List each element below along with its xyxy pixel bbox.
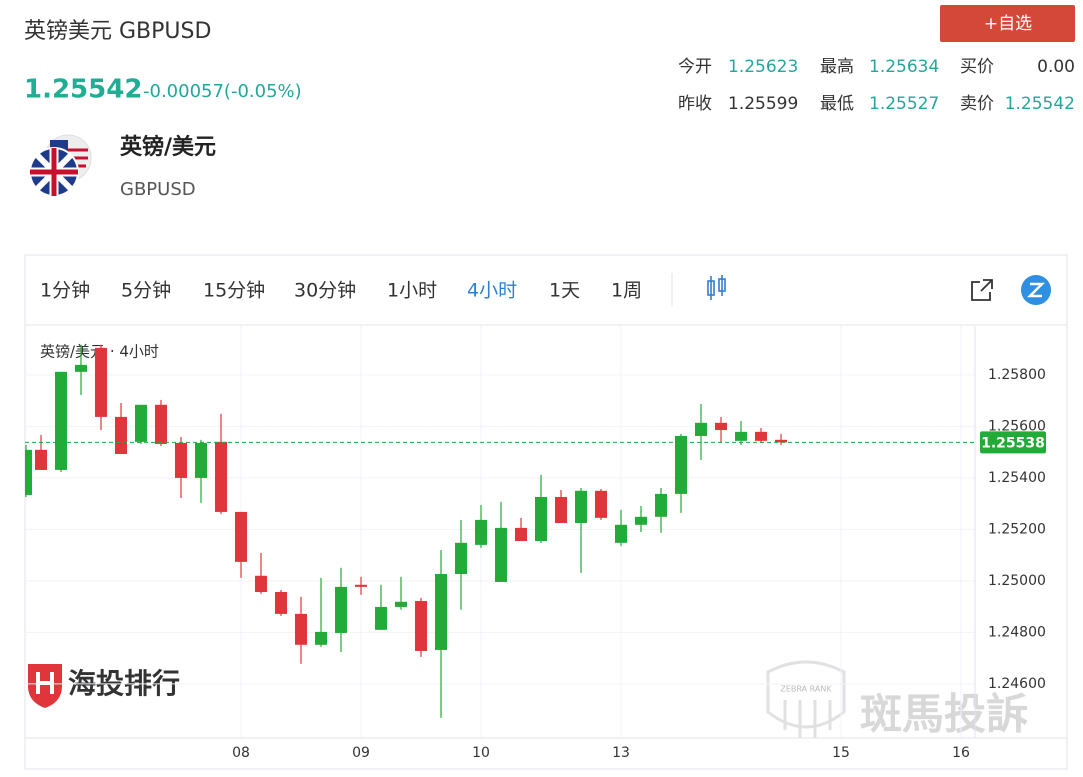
candle-body [555, 496, 567, 523]
interval-tab[interactable]: 15分钟 [203, 280, 265, 302]
interval-tab[interactable]: 1天 [549, 280, 580, 302]
quote-label: 卖价 [960, 94, 994, 114]
candle-body [715, 422, 727, 431]
interval-tab[interactable]: 1小时 [387, 280, 437, 302]
candle-body [25, 449, 32, 495]
candle-body [135, 404, 147, 442]
share-icon[interactable] [971, 279, 993, 301]
quote-value: 1.25542 [1005, 94, 1075, 114]
y-tick-label: 1.25000 [988, 573, 1046, 589]
x-tick-label: 10 [472, 745, 490, 761]
candle-body [655, 493, 667, 517]
candle-body [635, 516, 647, 525]
candle-body [455, 542, 467, 574]
interval-tab[interactable]: 1分钟 [40, 280, 90, 302]
candle-body [375, 606, 387, 630]
candle-body [355, 584, 367, 587]
candle-body [95, 347, 107, 417]
candle-body [695, 422, 707, 436]
candle-body [395, 601, 407, 607]
candle-body [735, 431, 747, 441]
x-tick-label: 16 [952, 745, 970, 761]
candle-body [615, 524, 627, 543]
title: 英镑美元 GBPUSD [24, 19, 211, 44]
candle-body [275, 591, 287, 614]
y-tick-label: 1.25800 [988, 367, 1046, 383]
candle-body [495, 527, 507, 582]
quote-label: 最高 [820, 57, 854, 77]
candle-body [335, 586, 347, 633]
candle-body [55, 371, 67, 470]
x-tick-label: 09 [352, 745, 370, 761]
candle-body [195, 442, 207, 478]
candle-body [415, 601, 427, 651]
last-price-box [980, 431, 1046, 454]
brand-icon-mark [1026, 282, 1046, 298]
candle-body [35, 449, 47, 470]
zebra-badge [766, 660, 846, 738]
add-button-label[interactable]: +自选 [984, 14, 1032, 34]
candle-body [235, 511, 247, 562]
candle-body [775, 439, 787, 443]
quote-label: 今开 [678, 57, 712, 77]
plot [25, 326, 975, 738]
add-button[interactable] [940, 5, 1075, 42]
candle-body [115, 416, 127, 454]
watermark-right: 斑馬投訴 [860, 690, 1028, 739]
quote-label: 最低 [820, 94, 854, 114]
shield-logo [28, 664, 62, 708]
candle-body [155, 404, 167, 444]
candle-body [315, 631, 327, 645]
interval-tab[interactable]: 30分钟 [294, 280, 356, 302]
quote-label: 买价 [960, 57, 994, 77]
candle-body [535, 496, 547, 542]
candle-body [475, 519, 487, 545]
quote-value: 1.25623 [728, 57, 798, 77]
candle-body [675, 435, 687, 494]
flag-icon [29, 134, 92, 197]
y-tick-label: 1.24600 [988, 676, 1046, 692]
y-tick-label: 1.25200 [988, 521, 1046, 537]
price: 1.25542 [24, 75, 142, 105]
symbol-code: GBPUSD [120, 179, 196, 200]
candle-icon[interactable] [707, 275, 726, 300]
symbol-name: 英镑/美元 [120, 134, 216, 160]
interval-tab[interactable]: 4小时 [467, 280, 517, 302]
candle-body [215, 441, 227, 512]
candle-body [255, 575, 267, 592]
change: -0.00057(-0.05%) [143, 81, 302, 102]
candle-body [295, 613, 307, 645]
quote-value: 1.25634 [869, 57, 939, 77]
quote-value: 1.25527 [869, 94, 939, 114]
candle-body [755, 431, 767, 441]
quote-label: 昨收 [678, 94, 712, 114]
quote-value: 1.25599 [728, 94, 798, 114]
candle-body [575, 490, 587, 523]
chart-frame [24, 254, 1068, 770]
candle-body [595, 490, 607, 518]
x-tick-label: 15 [832, 745, 850, 761]
candle-body [435, 573, 447, 650]
x-tick-label: 08 [232, 745, 250, 761]
watermark-badge: ZEBRA RANK [780, 685, 832, 694]
x-tick-label: 13 [612, 745, 630, 761]
interval-tab[interactable]: 5分钟 [121, 280, 171, 302]
interval-tab[interactable]: 1周 [611, 280, 642, 302]
candle-body [175, 442, 187, 478]
y-tick-label: 1.25600 [988, 418, 1046, 434]
y-tick-label: 1.25400 [988, 470, 1046, 486]
candle-body [75, 364, 87, 372]
candle-body [515, 527, 527, 542]
last-price-label: 1.25538 [981, 435, 1045, 451]
quote-value: 0.00 [1037, 57, 1075, 77]
y-tick-label: 1.24800 [988, 624, 1046, 640]
